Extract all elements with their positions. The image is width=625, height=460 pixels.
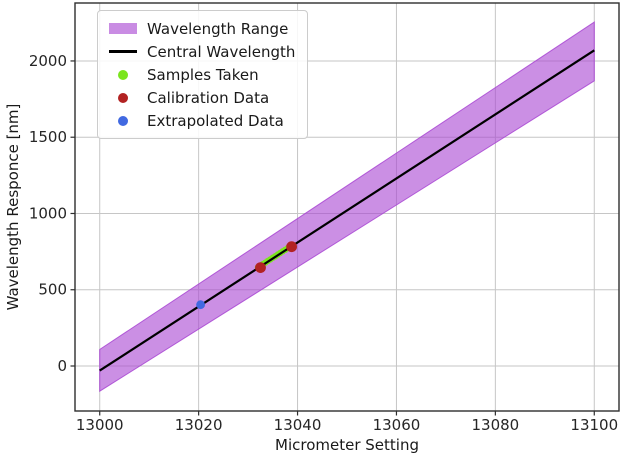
y-tick-label: 1000: [29, 204, 67, 222]
legend-item-central-wavelength: Central Wavelength: [107, 41, 295, 62]
legend-marker-cell: [107, 23, 139, 34]
legend-label: Calibration Data: [147, 88, 270, 107]
wavelength-range-band: [99, 21, 595, 393]
y-tick-label: 2000: [29, 52, 67, 70]
legend-item-calibration-data: Calibration Data: [107, 87, 295, 108]
legend-label: Samples Taken: [147, 65, 259, 84]
y-tick-label: 500: [38, 281, 67, 299]
y-tick-label: 1500: [29, 128, 67, 146]
series-dot-icon: [118, 92, 128, 103]
x-tick-label: 13020: [175, 416, 223, 434]
calibration-point: [255, 262, 266, 273]
x-tick-label: 13040: [274, 416, 322, 434]
legend-label: Extrapolated Data: [147, 111, 284, 130]
legend-marker-cell: [107, 115, 139, 126]
x-axis-label: Micrometer Setting: [275, 436, 419, 454]
central-wavelength-line: [99, 49, 595, 372]
series-dot-icon: [118, 115, 128, 126]
x-tick-label: 13100: [570, 416, 618, 434]
central-wavelength-line-icon: [109, 50, 137, 53]
legend-label: Wavelength Range: [147, 19, 289, 38]
legend-marker-cell: [107, 50, 139, 53]
legend-item-samples-taken: Samples Taken: [107, 64, 295, 85]
series-dot-icon: [118, 69, 128, 80]
y-axis-label: Wavelength Responce [nm]: [4, 103, 22, 311]
legend-item-wavelength-range: Wavelength Range: [107, 18, 295, 39]
chart-legend: Wavelength Range Central Wavelength Sample…: [97, 10, 309, 139]
x-tick-label: 13080: [472, 416, 520, 434]
legend-item-extrapolated-data: Extrapolated Data: [107, 110, 295, 131]
x-tick-label: 13060: [373, 416, 421, 434]
calibration-point: [286, 241, 297, 253]
plot-border: [74, 2, 620, 412]
legend-label: Central Wavelength: [147, 42, 296, 61]
extrapolated-point: [196, 300, 206, 310]
x-tick-label: 13000: [76, 416, 124, 434]
legend-marker-cell: [107, 69, 139, 80]
y-tick-label: 0: [57, 357, 67, 375]
legend-marker-cell: [107, 92, 139, 103]
wavelength-range-swatch-icon: [109, 23, 137, 34]
